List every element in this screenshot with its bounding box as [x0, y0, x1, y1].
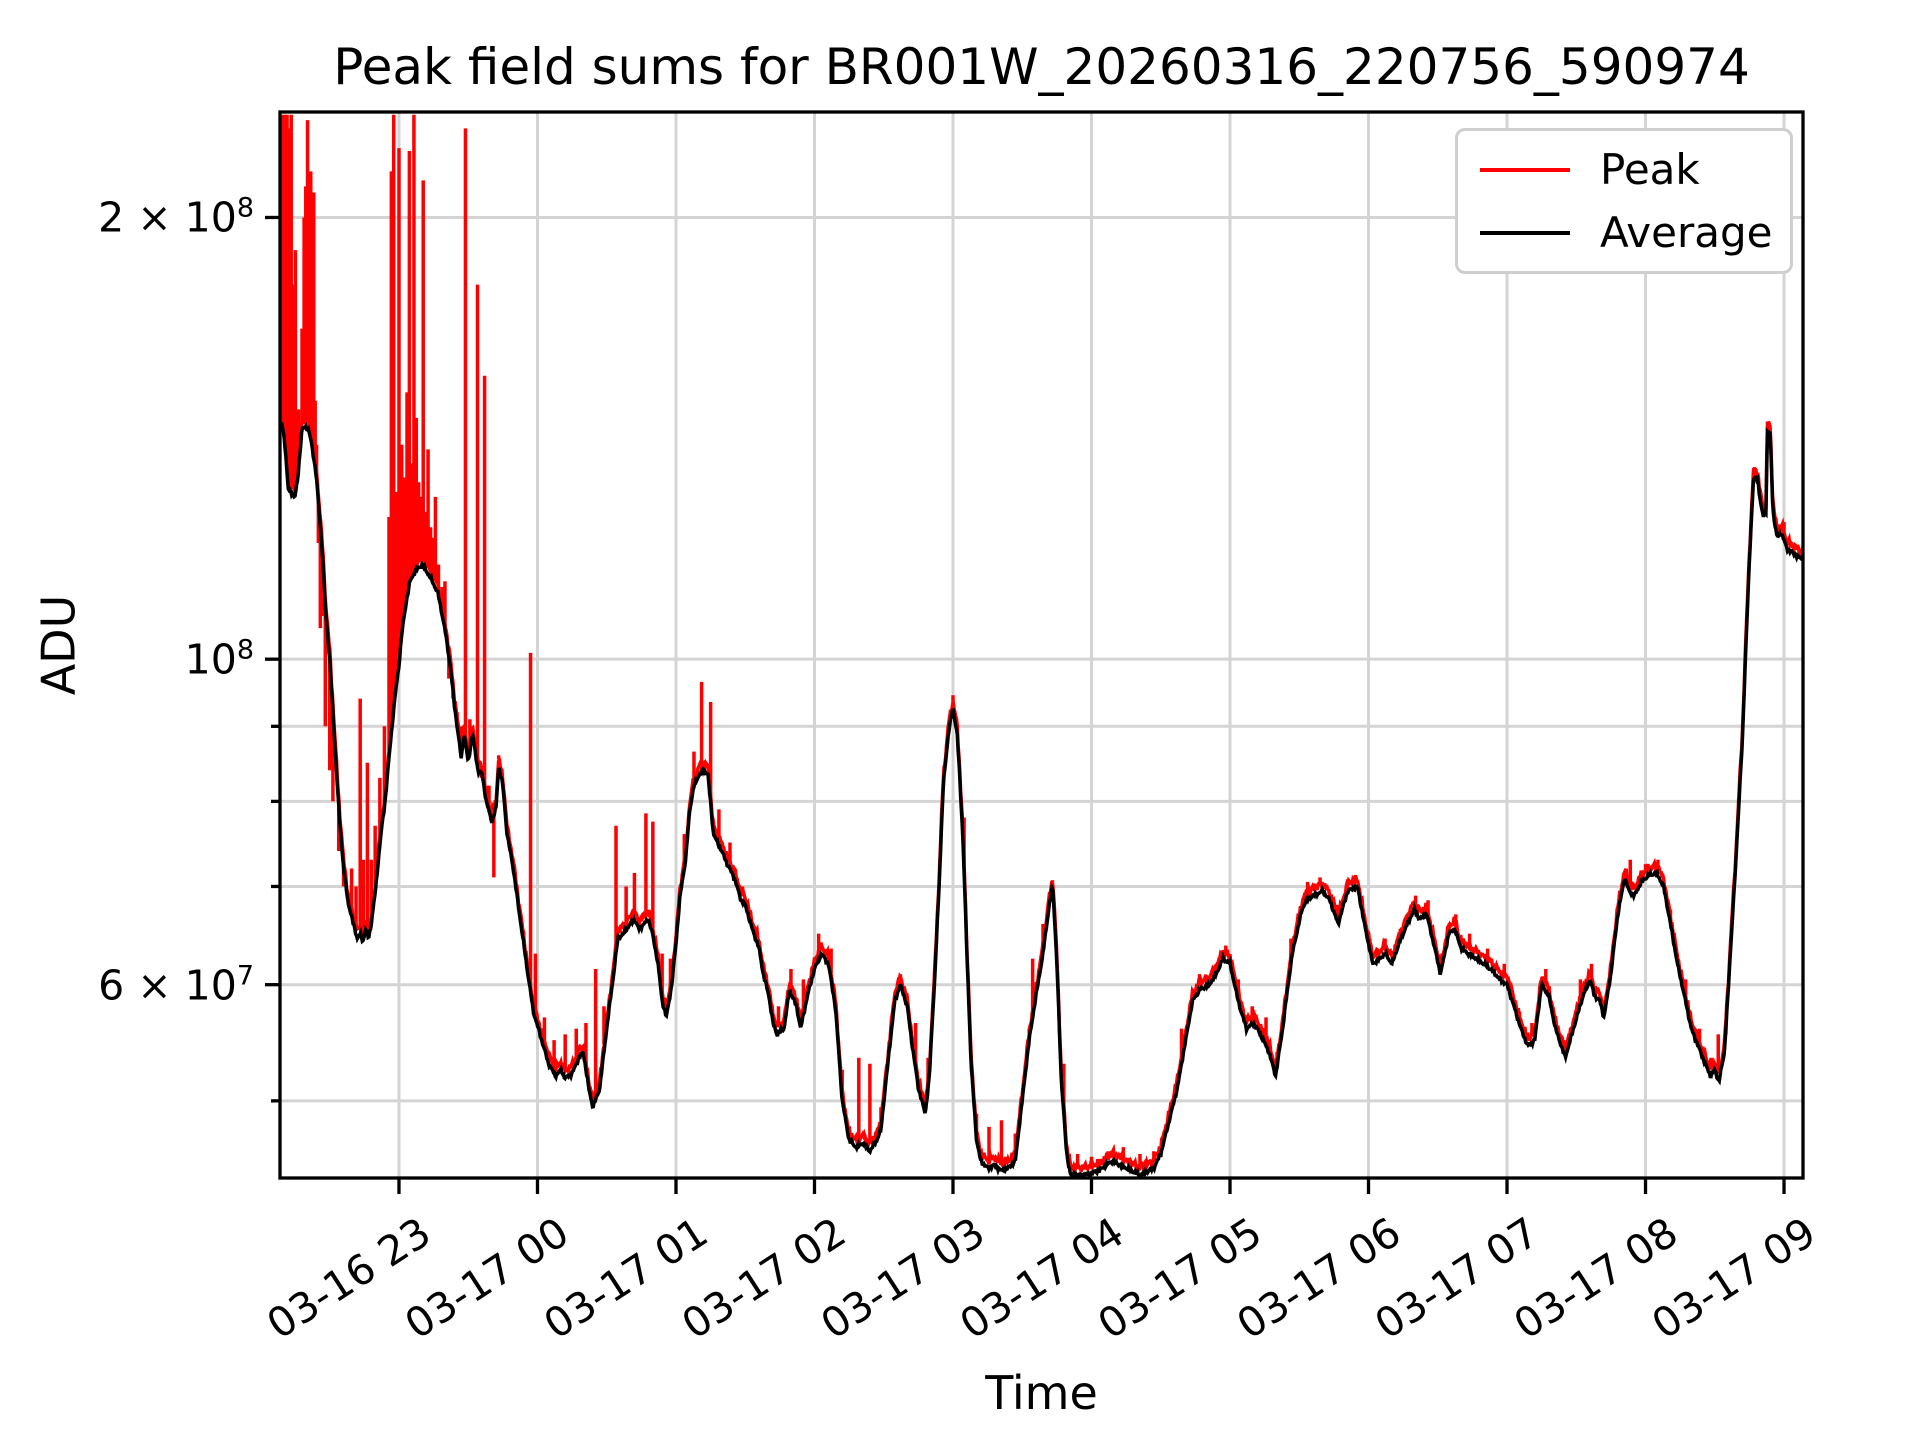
- axes-spines: [278, 110, 1805, 1180]
- legend-item-peak: Peak: [1458, 145, 1790, 194]
- legend-label-average: Average: [1600, 208, 1773, 257]
- plot-series: [280, 114, 1803, 1178]
- peak-line-sample: [1480, 167, 1570, 172]
- x-axis-label: Time: [985, 1366, 1098, 1420]
- chart-title: Peak field sums for BR001W_20260316_2207…: [333, 38, 1750, 96]
- legend-label-peak: Peak: [1600, 145, 1700, 194]
- peak-series-line: [280, 412, 1803, 1177]
- average-series-line: [280, 421, 1803, 1178]
- y-tick-label: 2 × 108: [98, 193, 254, 242]
- legend-item-average: Average: [1458, 208, 1790, 257]
- tick-marks: [265, 215, 1786, 1194]
- y-tick-label: 6 × 107: [98, 960, 254, 1010]
- gridlines: [280, 112, 1803, 1178]
- average-line-sample: [1480, 230, 1570, 235]
- y-tick-label: 108: [184, 634, 254, 684]
- legend[interactable]: Peak Average: [1455, 128, 1793, 274]
